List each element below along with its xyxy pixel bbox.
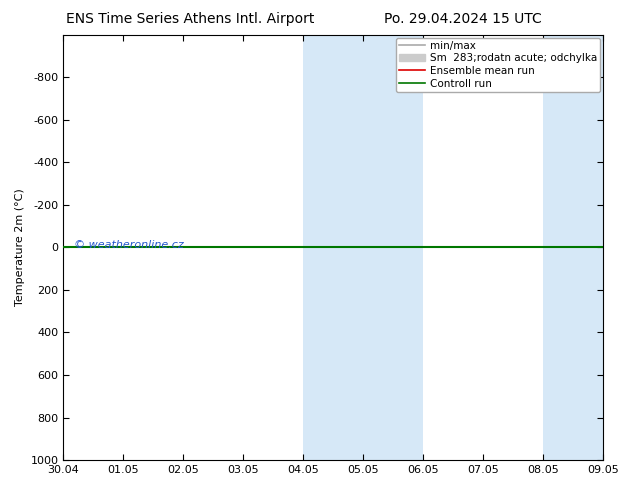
Text: ENS Time Series Athens Intl. Airport: ENS Time Series Athens Intl. Airport: [66, 12, 314, 26]
Y-axis label: Temperature 2m (°C): Temperature 2m (°C): [15, 189, 25, 306]
Bar: [303, 35, 363, 460]
Text: © weatheronline.cz: © weatheronline.cz: [74, 240, 184, 250]
Bar: [363, 35, 424, 460]
Bar: [543, 35, 603, 460]
Legend: min/max, Sm  283;rodatn acute; odchylka, Ensemble mean run, Controll run: min/max, Sm 283;rodatn acute; odchylka, …: [396, 38, 600, 92]
Text: Po. 29.04.2024 15 UTC: Po. 29.04.2024 15 UTC: [384, 12, 541, 26]
